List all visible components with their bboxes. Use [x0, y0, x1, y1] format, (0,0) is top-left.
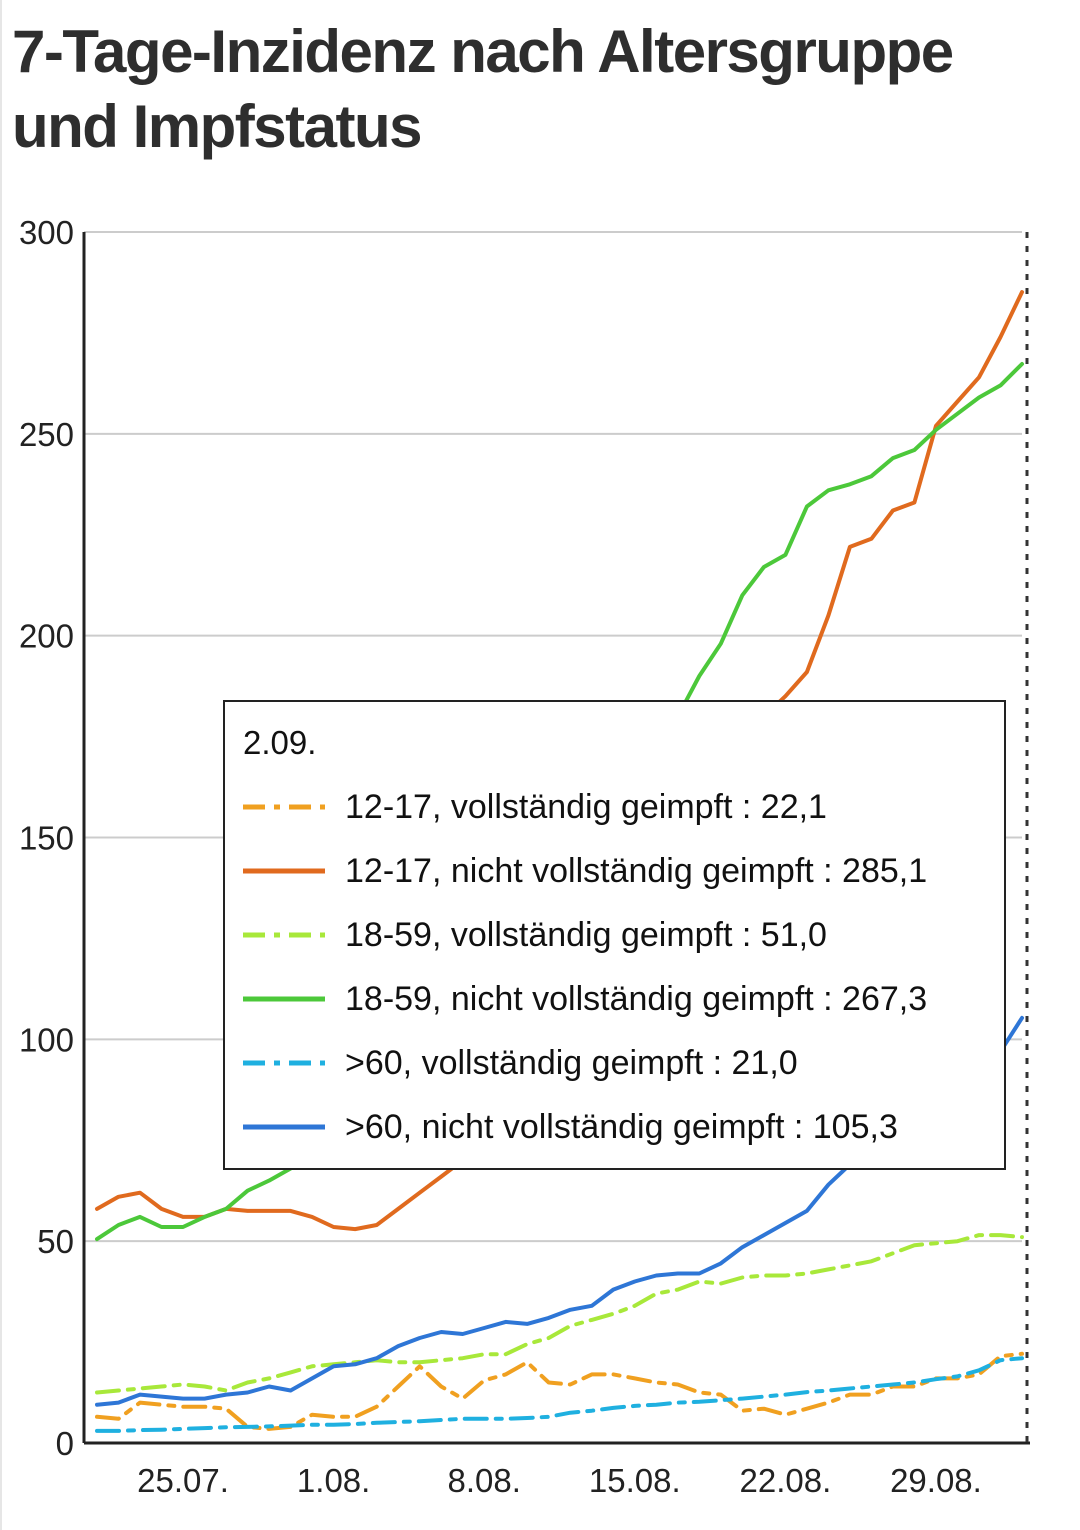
series-line-0 — [95, 1351, 1024, 1431]
legend-item: 18-59, vollständig geimpft : 51,0 — [239, 910, 827, 960]
y-tick-label: 0 — [56, 1425, 74, 1462]
x-tick-label: 1.08. — [297, 1462, 370, 1499]
x-tick-label: 22.08. — [739, 1462, 831, 1499]
legend-swatch — [243, 1060, 325, 1066]
x-tick-label: 8.08. — [448, 1462, 521, 1499]
y-tick-label: 150 — [19, 820, 74, 857]
legend-item: 12-17, vollständig geimpft : 22,1 — [239, 782, 827, 832]
legend-item: 18-59, nicht vollständig geimpft : 267,3 — [239, 974, 927, 1024]
legend-swatch — [243, 996, 325, 1002]
x-tick-label: 25.07. — [137, 1462, 229, 1499]
legend-swatch — [243, 804, 325, 810]
y-tick-label: 100 — [19, 1021, 74, 1058]
legend-date: 2.09. — [243, 724, 317, 761]
series-line-4 — [95, 1356, 1024, 1433]
legend-item: 12-17, nicht vollständig geimpft : 285,1 — [239, 846, 927, 896]
legend-swatch — [243, 1124, 325, 1130]
y-tick-label: 50 — [37, 1223, 74, 1260]
left-border — [0, 0, 2, 1530]
legend-label: 12-17, nicht vollständig geimpft : 285,1 — [345, 851, 928, 890]
legend-label: >60, nicht vollständig geimpft : 105,3 — [345, 1107, 898, 1146]
x-tick-label: 29.08. — [890, 1462, 982, 1499]
legend-label: 18-59, vollständig geimpft : 51,0 — [345, 915, 827, 954]
chart-title: 7-Tage-Inzidenz nach Altersgruppe und Im… — [12, 18, 954, 160]
legend-item: >60, vollständig geimpft : 21,0 — [239, 1038, 798, 1088]
y-tick-label: 200 — [19, 618, 74, 655]
series-line-2 — [95, 1233, 1024, 1395]
legend-label: 12-17, vollständig geimpft : 22,1 — [345, 787, 827, 826]
legend-swatch — [243, 868, 325, 874]
legend-item: >60, nicht vollständig geimpft : 105,3 — [239, 1102, 898, 1152]
legend-label: >60, vollständig geimpft : 21,0 — [345, 1043, 798, 1082]
legend-label: 18-59, nicht vollständig geimpft : 267,3 — [345, 979, 928, 1018]
y-tick-label: 300 — [19, 214, 74, 251]
chart-legend: 2.09. 12-17, vollständig geimpft : 22,1 1… — [223, 700, 1006, 1170]
x-tick-label: 15.08. — [589, 1462, 681, 1499]
legend-swatch — [243, 932, 325, 938]
y-tick-label: 250 — [19, 416, 74, 453]
